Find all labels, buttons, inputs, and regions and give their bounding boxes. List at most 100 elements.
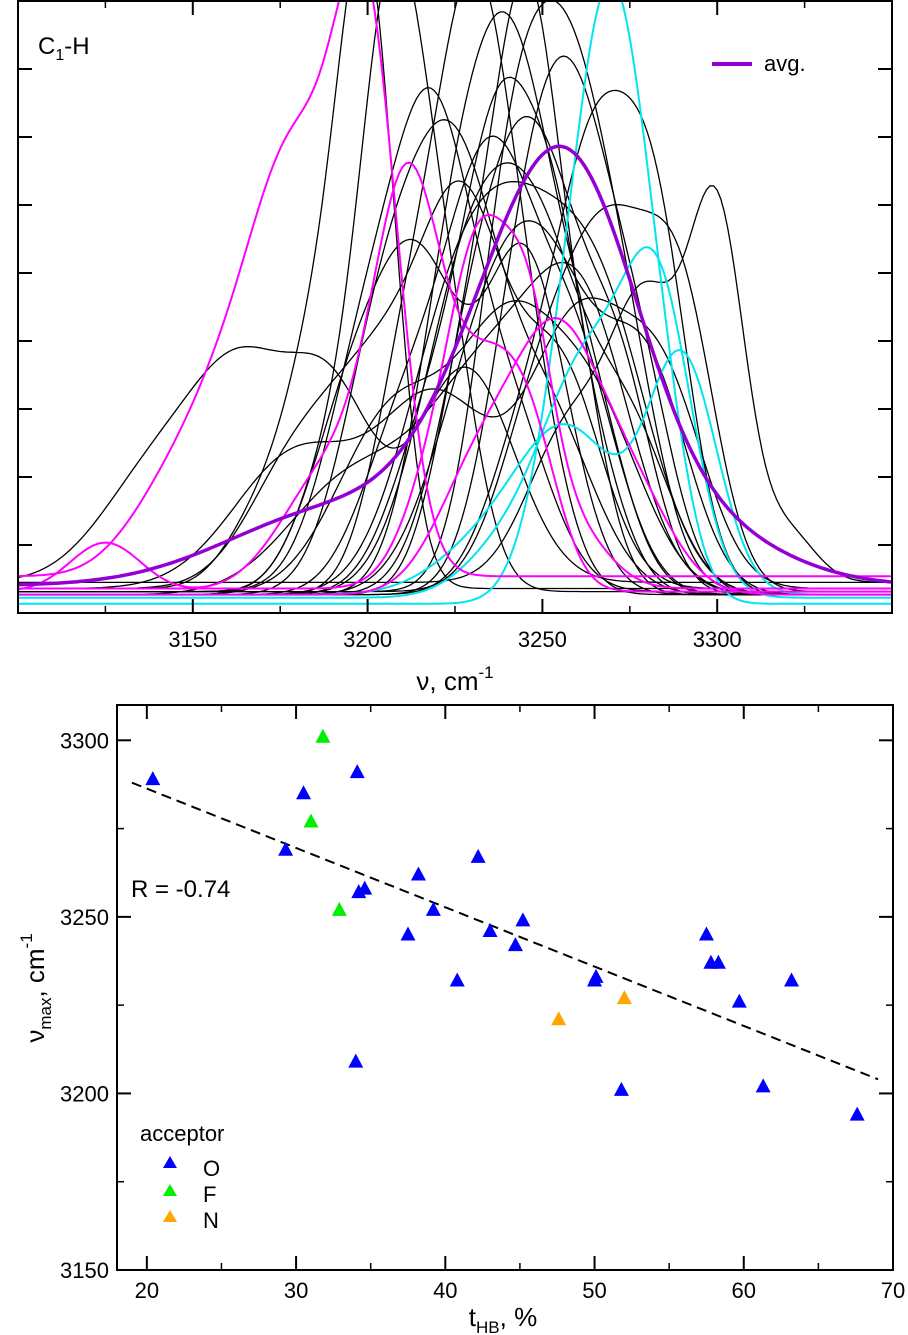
legend-marker-n (163, 1210, 177, 1222)
legend-label-f: F (203, 1182, 216, 1207)
data-point-o (470, 848, 486, 863)
data-point-o (613, 1081, 629, 1096)
scatter-ylabel-main: ν (20, 1030, 50, 1043)
spectrum-line (18, 185, 893, 584)
scatter-ylabel-sup: -1 (17, 933, 36, 948)
spectra-x-axis-label: ν, cm-1 (416, 663, 493, 696)
y-tick-label: 3150 (60, 1258, 109, 1283)
spectra-x-tick-labels: 3150 3200 3250 3300 (168, 627, 741, 652)
y-tick-label: 3200 (60, 1081, 109, 1106)
scatter-xlabel-sub: HB (476, 1318, 500, 1335)
data-point-o (351, 884, 367, 899)
data-point-o (588, 968, 604, 983)
spectrum-line (18, 213, 892, 590)
annotation-main: C (38, 33, 55, 60)
data-point-o (357, 880, 373, 895)
legend-label-n: N (203, 1208, 219, 1233)
scatter-xlabel-main: t (469, 1302, 477, 1332)
data-point-o (755, 1078, 771, 1093)
data-point-o (698, 926, 714, 941)
scatter-xlabel-suffix: , % (500, 1302, 538, 1332)
y-tick-label: 3250 (60, 905, 109, 930)
spectra-legend: avg. (712, 51, 806, 76)
scatter-points (145, 728, 865, 1121)
data-point-f (303, 813, 319, 828)
scatter-x-tick-labels: 20 30 40 50 60 70 (135, 1278, 906, 1303)
legend-title: acceptor (140, 1121, 224, 1146)
spectrum-line (18, 0, 892, 590)
data-point-o (400, 926, 416, 941)
spectra-xlabel-sup: -1 (478, 663, 493, 682)
legend-label-o: O (203, 1156, 220, 1181)
correlation-annotation: R = -0.74 (131, 876, 230, 903)
spectrum-line (18, 55, 892, 596)
data-point-o (710, 954, 726, 969)
spectrum-line (18, 204, 892, 593)
scatter-x-axis-label: tHB, % (469, 1302, 537, 1335)
data-point-o (145, 771, 161, 786)
data-point-f (331, 901, 347, 916)
data-point-o (349, 764, 365, 779)
spectrum-line (18, 348, 892, 596)
data-point-o (515, 912, 531, 927)
x-tick-label: 60 (732, 1278, 756, 1303)
data-point-o (449, 972, 465, 987)
data-point-o (278, 841, 294, 856)
data-point-n (551, 1011, 567, 1026)
spectrum-line (17, 0, 892, 578)
data-point-o (348, 1053, 364, 1068)
x-tick-label: 3250 (518, 627, 567, 652)
data-point-o (425, 901, 441, 916)
scatter-plot-frame (116, 704, 894, 1271)
avg-spectrum-line (18, 144, 893, 587)
legend-marker-f (163, 1184, 177, 1196)
scatter-y-axis-label: νmax, cm-1 (17, 933, 55, 1042)
spectrum-line (18, 0, 892, 605)
scatter-ticks (117, 705, 894, 1271)
annotation-sub: 1 (55, 47, 64, 64)
spectrum-line (18, 238, 892, 596)
legend-avg-label: avg. (764, 51, 806, 76)
regression-fit-line (131, 781, 879, 1081)
data-point-n (616, 990, 632, 1005)
spectra-xlabel-main: ν, cm (416, 666, 478, 696)
spectra-chart: 3150 3200 3250 3300 C1-H avg. ν, cm-1 (17, 0, 893, 696)
scatter-legend: acceptor O F N (140, 1121, 224, 1233)
scatter-ylabel-sub: max (36, 997, 55, 1030)
x-tick-label: 3300 (693, 627, 742, 652)
data-point-o (410, 866, 426, 881)
spectrum-line (18, 180, 892, 590)
x-tick-label: 50 (582, 1278, 606, 1303)
spectra-curves (17, 0, 893, 605)
spectra-plot-frame (17, 0, 893, 614)
data-point-o (849, 1106, 865, 1121)
spectrum-line (18, 87, 892, 593)
x-tick-label: 70 (881, 1278, 905, 1303)
y-tick-label: 3300 (60, 728, 109, 753)
spectrum-line (18, 246, 892, 599)
legend-marker-o (163, 1156, 177, 1168)
x-tick-label: 30 (284, 1278, 308, 1303)
spectrum-line (18, 135, 892, 596)
spectrum-line (17, 345, 892, 584)
annotation-suffix: -H (64, 33, 89, 60)
data-point-o (507, 937, 523, 952)
data-point-o (731, 993, 747, 1008)
spectrum-line (18, 297, 892, 590)
spectra-annotation: C1-H (38, 33, 90, 64)
spectra-ticks (18, 1, 892, 613)
x-tick-label: 3150 (168, 627, 217, 652)
spectrum-line (18, 180, 892, 596)
scatter-y-tick-labels: 3150 3200 3250 3300 (60, 728, 109, 1283)
data-point-o (784, 972, 800, 987)
x-tick-label: 40 (433, 1278, 457, 1303)
x-tick-label: 3200 (343, 627, 392, 652)
spectrum-line (18, 317, 892, 596)
scatter-ylabel-suffix: , cm (20, 948, 50, 997)
x-tick-label: 20 (135, 1278, 159, 1303)
data-point-o (296, 785, 312, 800)
data-point-o (482, 923, 498, 937)
data-point-f (315, 728, 331, 743)
